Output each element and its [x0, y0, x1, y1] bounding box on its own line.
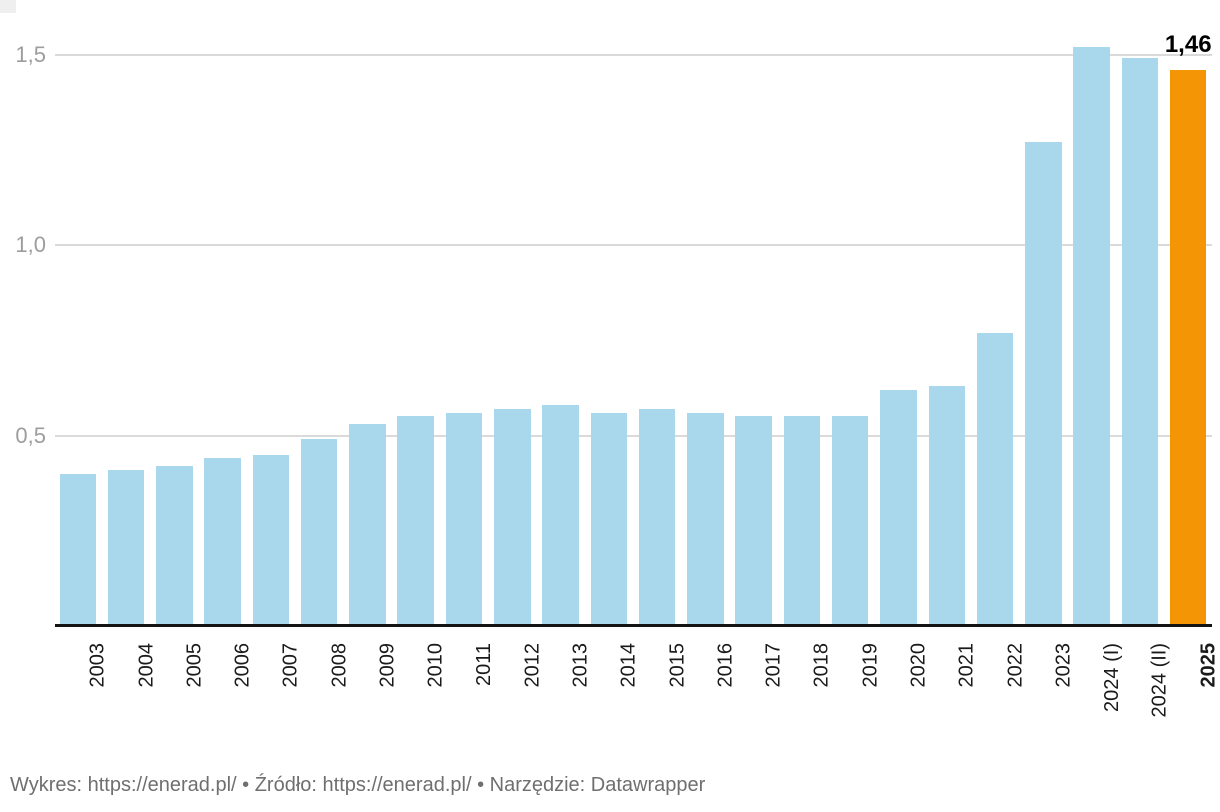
bar — [687, 412, 724, 626]
footer-link[interactable]: https://enerad.pl/ — [322, 774, 472, 796]
bar-value-label: 1,46 — [1164, 30, 1212, 58]
bar — [831, 416, 869, 626]
footer-label: Wykres: — [10, 774, 88, 796]
footer-separator: • — [236, 774, 255, 796]
bar — [976, 332, 1014, 626]
x-axis-line — [55, 624, 1212, 627]
bar — [880, 389, 917, 626]
footer-label: Narzędzie: — [489, 774, 591, 796]
y-gridline — [55, 53, 1212, 56]
x-tick-label: 2011 — [472, 643, 495, 687]
bar — [638, 408, 676, 626]
x-tick-label: 2003 — [86, 643, 109, 688]
footer-separator: • — [471, 774, 490, 796]
x-tick-label: 2005 — [183, 643, 206, 688]
x-tick-label: 2023 — [1052, 643, 1075, 688]
y-tick-label: 1,5 — [15, 41, 46, 67]
x-tick-label: 2013 — [569, 643, 592, 688]
bar — [252, 454, 290, 626]
bar — [107, 469, 145, 626]
footer-link[interactable]: https://enerad.pl/ — [87, 774, 237, 796]
bar — [494, 408, 531, 626]
x-tick-label: 2009 — [376, 643, 399, 688]
footer-label: Źródło: — [254, 774, 323, 796]
bar — [735, 416, 772, 626]
x-tick-label: 2021 — [955, 643, 978, 688]
bar — [156, 465, 193, 626]
bar — [349, 424, 386, 626]
y-tick-label: 1,0 — [15, 232, 46, 257]
bar — [59, 473, 96, 626]
bar — [1025, 142, 1062, 626]
x-tick-label: 2016 — [714, 643, 737, 688]
x-tick-label: 2019 — [859, 643, 882, 688]
corner-artifact — [0, 0, 16, 13]
x-tick-label: 2012 — [521, 643, 544, 688]
bar — [445, 412, 483, 626]
bar — [542, 405, 579, 626]
y-gridline — [55, 244, 1212, 246]
x-tick-label: 2007 — [279, 643, 302, 688]
bar-highlighted — [1169, 69, 1207, 626]
bar — [783, 416, 821, 626]
chart-footer: Wykres: https://enerad.pl/ • Źródło: htt… — [10, 772, 705, 798]
bar — [1121, 58, 1159, 626]
bar — [204, 458, 241, 626]
x-tick-label: 2015 — [666, 643, 689, 688]
x-tick-label: 2006 — [231, 643, 254, 688]
x-tick-label: 2008 — [328, 643, 351, 688]
bar — [397, 416, 434, 626]
y-tick-label: 0,5 — [15, 422, 46, 448]
x-tick-label: 2020 — [907, 643, 930, 688]
y-gridline — [55, 434, 1212, 437]
bar — [300, 439, 338, 626]
x-tick-label: 2017 — [762, 643, 785, 688]
x-tick-label: 2022 — [1004, 643, 1027, 688]
x-tick-label: 2024 (I) — [1100, 643, 1123, 712]
x-tick-label: 2004 — [135, 643, 158, 688]
x-tick-label: 2014 — [617, 643, 640, 688]
x-tick-label: 2018 — [810, 643, 833, 688]
bar — [928, 385, 966, 626]
x-tick-label: 2024 (II) — [1148, 643, 1171, 718]
footer-link[interactable]: Datawrapper — [590, 774, 706, 796]
bar — [590, 412, 628, 626]
x-tick-label: 2010 — [424, 643, 447, 688]
bar — [1073, 46, 1110, 626]
x-tick-label: 2025 — [1197, 643, 1220, 688]
